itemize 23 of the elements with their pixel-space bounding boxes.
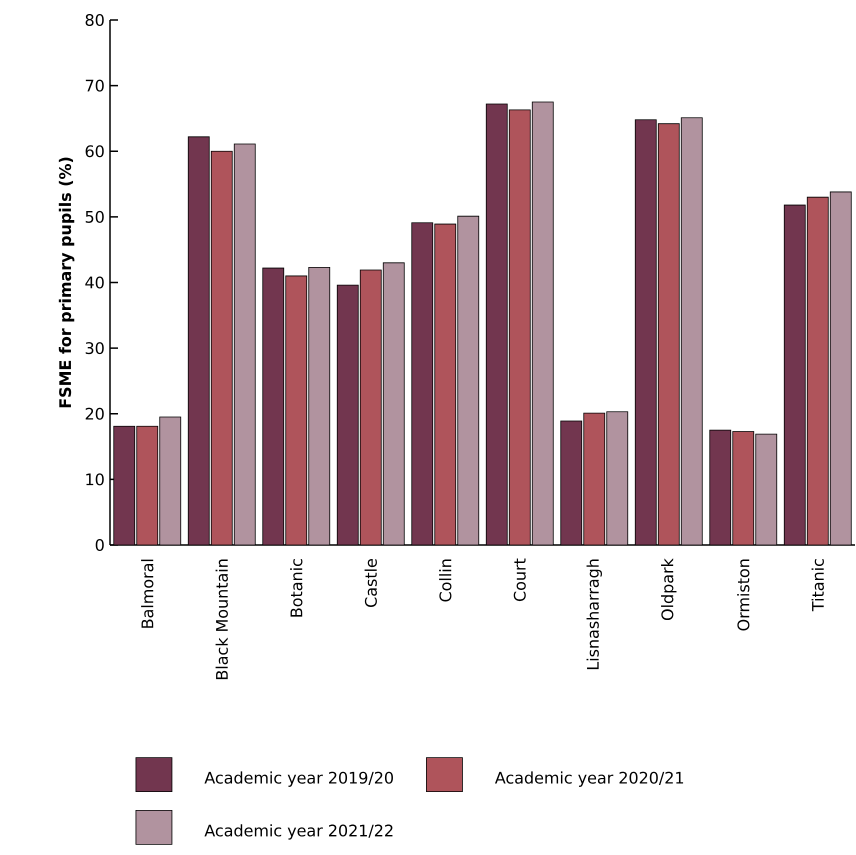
y-tick-label: 80 [86,14,104,26]
legend-label: Academic year 2020/21 [494,771,684,787]
x-tick-label: Court [514,558,526,602]
x-tick-label: Black Mountain [216,560,228,680]
y-axis-title: FSME for primary pupils (%) [58,158,74,408]
x-tick-label: Ormiston [737,560,750,630]
x-tick-label: Balmoral [141,560,154,628]
y-tick-label: 20 [86,408,104,420]
y-tick-label: 0 [96,538,104,552]
x-tick-label: Oldpark [661,558,676,620]
y-tick-label: 50 [86,210,104,223]
x-tick-label: Titanic [812,559,824,612]
x-tick-label: Castle [364,559,377,607]
y-tick-label: 30 [86,342,104,354]
y-tick-label: 10 [86,473,104,486]
x-tick-label: Botanic [290,559,302,617]
y-tick-label: 70 [86,80,104,92]
legend-label: Academic year 2021/22 [204,824,392,840]
x-tick-label: Lisnasharragh [586,560,602,670]
y-tick-label: 60 [86,145,104,158]
legend-label: Academic year 2019/20 [204,771,393,787]
y-tick-label: 40 [85,276,104,289]
x-tick-label: Collin [439,560,452,602]
